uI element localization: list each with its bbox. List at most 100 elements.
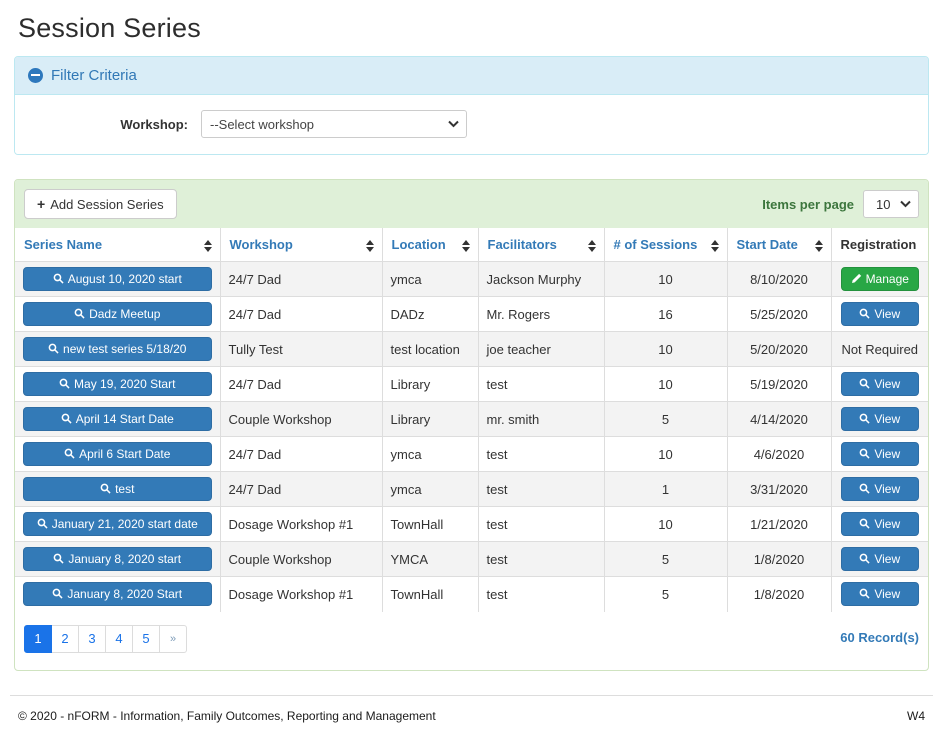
pager: 1 2 3 4 5» — [24, 624, 187, 653]
search-icon — [61, 413, 72, 424]
series-name-button[interactable]: April 6 Start Date — [23, 442, 212, 466]
collapse-minus-icon[interactable] — [28, 68, 43, 83]
registration-cell: Not Required — [831, 331, 928, 367]
series-name-button[interactable]: January 21, 2020 start date — [23, 512, 212, 536]
series-name-button[interactable]: April 14 Start Date — [23, 407, 212, 431]
search-icon — [859, 553, 870, 564]
column-header[interactable]: Facilitators — [478, 228, 605, 262]
manage-registration-button[interactable]: Manage — [840, 267, 919, 291]
registration-cell: View — [831, 506, 928, 542]
sort-icon[interactable] — [814, 240, 823, 252]
start-date-cell: 4/6/2020 — [727, 436, 832, 472]
sessions-cell: 10 — [604, 331, 728, 367]
registration-cell: View — [831, 401, 928, 437]
sessions-cell: 10 — [604, 366, 728, 402]
column-header[interactable]: Location — [382, 228, 479, 262]
series-name-button[interactable]: new test series 5/18/20 — [23, 337, 212, 361]
column-header-label: # of Sessions — [613, 237, 698, 252]
series-name-button[interactable]: May 19, 2020 Start — [23, 372, 212, 396]
view-registration-button[interactable]: View — [840, 407, 919, 431]
series-name-button[interactable]: January 8, 2020 Start — [23, 582, 212, 607]
location-cell: test location — [382, 331, 479, 367]
workshop-cell: 24/7 Dad — [220, 471, 383, 507]
page-button-2[interactable]: 2 — [51, 624, 79, 653]
sessions-cell: 16 — [604, 296, 728, 332]
filter-panel-header[interactable]: Filter Criteria — [15, 57, 928, 95]
sort-icon[interactable] — [461, 240, 470, 252]
sort-icon[interactable] — [203, 240, 212, 252]
sort-icon[interactable] — [587, 240, 596, 252]
location-cell: ymca — [382, 471, 479, 507]
table-toolbar: + Add Session Series Items per page 10 — [15, 180, 928, 228]
registration-cell: View — [831, 436, 928, 472]
sort-icon[interactable] — [365, 240, 374, 252]
column-header-label: Start Date — [736, 237, 798, 252]
start-date-cell: 4/14/2020 — [727, 401, 832, 437]
search-icon — [859, 483, 870, 494]
workshop-select[interactable]: --Select workshop — [201, 110, 467, 138]
filter-panel-title: Filter Criteria — [51, 67, 137, 84]
registration-cell: View — [831, 366, 928, 402]
start-date-cell: 1/8/2020 — [727, 576, 832, 612]
facilitators-cell: test — [478, 576, 605, 612]
sort-icon[interactable] — [710, 240, 719, 252]
filter-panel: Filter Criteria Workshop: --Select works… — [14, 56, 929, 155]
column-header[interactable]: Workshop — [220, 228, 383, 262]
add-session-series-button[interactable]: + Add Session Series — [24, 189, 177, 219]
workshop-cell: Dosage Workshop #1 — [220, 576, 383, 612]
view-registration-button[interactable]: View — [840, 512, 919, 536]
series-name-button[interactable]: January 8, 2020 start — [23, 547, 212, 571]
column-header: Registration — [831, 228, 928, 262]
table-row: August 10, 2020 start 24/7 Dad ymca Jack… — [15, 261, 928, 297]
workshop-cell: 24/7 Dad — [220, 296, 383, 332]
pagination-row: 1 2 3 4 5» 60 Record(s) — [15, 612, 928, 670]
view-registration-button[interactable]: View — [840, 372, 919, 396]
facilitators-cell: test — [478, 541, 605, 577]
page-button-3[interactable]: 3 — [78, 624, 106, 653]
series-name-cell: May 19, 2020 Start — [15, 366, 221, 402]
page-button-1[interactable]: 1 — [24, 624, 52, 653]
start-date-cell: 5/20/2020 — [727, 331, 832, 367]
column-header[interactable]: Start Date — [727, 228, 832, 262]
registration-cell: View — [831, 296, 928, 332]
search-icon — [74, 308, 85, 319]
series-name-button[interactable]: August 10, 2020 start — [23, 267, 212, 291]
sessions-cell: 1 — [604, 471, 728, 507]
view-registration-button[interactable]: View — [840, 547, 919, 571]
location-cell: YMCA — [382, 541, 479, 577]
items-per-page-select[interactable]: 10 — [863, 190, 919, 218]
plus-icon: + — [37, 196, 46, 212]
location-cell: DADz — [382, 296, 479, 332]
view-registration-button[interactable]: View — [840, 477, 919, 501]
footer-divider — [10, 694, 933, 696]
search-icon — [859, 448, 870, 459]
start-date-cell: 5/19/2020 — [727, 366, 832, 402]
workshop-cell: 24/7 Dad — [220, 436, 383, 472]
sessions-cell: 10 — [604, 506, 728, 542]
page-button-5[interactable]: 5 — [132, 624, 160, 653]
search-icon — [53, 273, 64, 284]
view-registration-button[interactable]: View — [840, 302, 919, 326]
registration-cell: View — [831, 541, 928, 577]
facilitators-cell: Mr. Rogers — [478, 296, 605, 332]
sessions-cell: 10 — [604, 436, 728, 472]
series-name-button[interactable]: Dadz Meetup — [23, 302, 212, 326]
start-date-cell: 8/10/2020 — [727, 261, 832, 297]
view-registration-button[interactable]: View — [840, 442, 919, 466]
column-header[interactable]: Series Name — [15, 228, 221, 262]
items-per-page-label: Items per page — [762, 196, 854, 212]
search-icon — [52, 588, 63, 599]
sessions-cell: 5 — [604, 576, 728, 612]
registration-cell: Manage — [831, 261, 928, 297]
footer: © 2020 - nFORM - Information, Family Out… — [0, 696, 943, 723]
page-title: Session Series — [18, 13, 201, 43]
view-registration-button[interactable]: View — [840, 582, 919, 607]
search-icon — [859, 378, 870, 389]
page-button-4[interactable]: 4 — [105, 624, 133, 653]
facilitators-cell: test — [478, 436, 605, 472]
column-header[interactable]: # of Sessions — [604, 228, 728, 262]
facilitators-cell: test — [478, 506, 605, 542]
page-button-»[interactable]: » — [159, 624, 187, 653]
facilitators-cell: mr. smith — [478, 401, 605, 437]
series-name-button[interactable]: test — [23, 477, 212, 501]
